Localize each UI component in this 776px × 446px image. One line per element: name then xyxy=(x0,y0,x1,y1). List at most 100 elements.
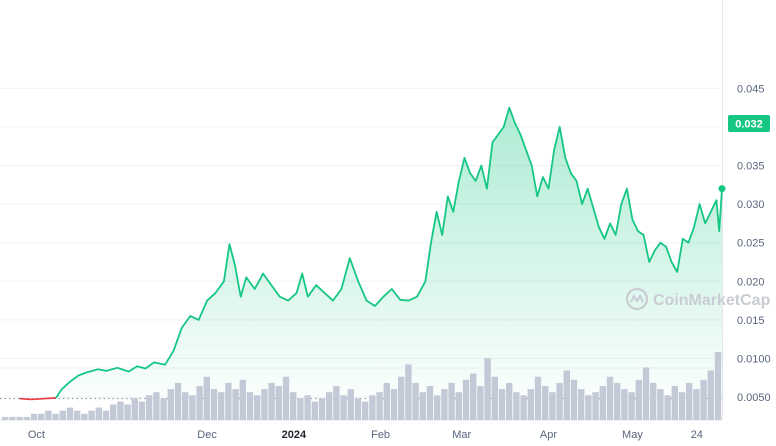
volume-bar xyxy=(110,404,117,420)
volume-bar xyxy=(405,364,412,420)
volume-bar xyxy=(412,382,419,420)
price-line-up xyxy=(55,106,723,399)
volume-bar xyxy=(621,389,628,420)
volume-bar xyxy=(297,398,304,420)
volume-bar xyxy=(592,392,599,420)
volume-bar xyxy=(635,379,642,420)
volume-bar xyxy=(282,376,290,420)
volume-bar xyxy=(2,416,9,420)
watermark: CoinMarketCap xyxy=(625,287,771,311)
volume-bar xyxy=(167,389,174,420)
volume-bar xyxy=(88,410,95,420)
volume-bar xyxy=(290,392,297,420)
y-tick-label: 0.025 xyxy=(737,238,765,250)
volume-bar xyxy=(498,389,506,420)
volume-bar xyxy=(45,410,52,420)
y-tick-label: 0.030 xyxy=(737,199,765,211)
volume-bar xyxy=(268,382,275,420)
volume-bar xyxy=(549,392,556,420)
volume-bar xyxy=(527,389,534,420)
volume-bar xyxy=(131,398,138,420)
volume-bar xyxy=(66,407,74,420)
volume-bar xyxy=(340,395,347,420)
volume-bar xyxy=(491,376,498,420)
volume-bar xyxy=(232,389,239,420)
volume-bar xyxy=(246,392,254,420)
price-area-fill xyxy=(19,107,722,399)
volume-bar xyxy=(369,395,376,420)
volume-bar xyxy=(563,370,570,420)
y-axis: 0.0450.0400.0350.0300.0250.0200.0150.010… xyxy=(737,83,771,404)
volume-bar xyxy=(9,416,16,420)
volume-bar xyxy=(16,416,23,420)
volume-bar xyxy=(210,389,218,420)
volume-bar xyxy=(642,367,650,420)
volume-bar xyxy=(182,392,189,420)
volume-bar xyxy=(657,389,664,420)
volume-bar xyxy=(426,386,434,420)
volume-bar xyxy=(38,413,45,420)
volume-bar xyxy=(117,401,124,420)
volume-bar xyxy=(599,386,606,420)
x-tick-label: Dec xyxy=(197,429,217,441)
x-tick-label: 24 xyxy=(691,429,703,441)
volume-bar xyxy=(59,410,66,420)
volume-bar xyxy=(570,379,578,420)
volume-bar xyxy=(102,410,110,420)
volume-bar xyxy=(390,389,398,420)
volume-bar xyxy=(448,382,455,420)
volume-bar xyxy=(275,386,282,420)
volume-bar xyxy=(239,379,246,420)
volume-bar xyxy=(628,392,635,420)
volume-bar xyxy=(30,413,38,420)
volume-bar xyxy=(318,398,326,420)
volume-bar xyxy=(376,392,383,420)
volume-bar xyxy=(664,395,671,420)
volume-bar xyxy=(441,389,448,420)
volume-bar xyxy=(513,392,520,420)
volume-bar xyxy=(218,392,225,420)
volume-bar xyxy=(678,392,686,420)
volume-bar xyxy=(225,382,232,420)
volume-bar xyxy=(650,382,657,420)
volume-bar xyxy=(700,379,707,420)
y-tick-label: 0.035 xyxy=(737,161,765,173)
volume-bar xyxy=(419,392,426,420)
current-price-dot xyxy=(718,185,726,193)
volume-bar xyxy=(326,392,333,420)
volume-bar xyxy=(693,389,700,420)
volume-bar xyxy=(542,386,549,420)
volume-bar xyxy=(347,389,354,420)
volume-bar xyxy=(95,407,102,420)
y-tick-label: 0.020 xyxy=(737,276,765,288)
volume-bar xyxy=(196,386,203,420)
x-tick-label: Oct xyxy=(28,429,45,441)
volume-bar xyxy=(74,410,81,420)
current-price-label: 0.032 xyxy=(735,119,763,131)
volume-bar xyxy=(124,404,131,420)
volume-bar xyxy=(484,358,491,420)
volume-bar xyxy=(614,382,621,420)
x-tick-label: May xyxy=(622,429,643,441)
volume-bar xyxy=(462,379,470,420)
volume-bar xyxy=(146,395,153,420)
y-tick-label: 0.0100 xyxy=(737,354,771,366)
price-area xyxy=(19,107,722,399)
x-tick-label: Apr xyxy=(540,429,557,441)
x-tick-label: 2024 xyxy=(282,429,307,441)
volume-bar xyxy=(714,352,722,420)
watermark-text: CoinMarketCap xyxy=(653,292,771,309)
current-price-tag: 0.032 xyxy=(728,115,770,132)
volume-bar xyxy=(311,401,318,420)
volume-bar xyxy=(455,392,462,420)
coinmarketcap-logo-mark xyxy=(630,293,644,303)
volume-bar xyxy=(398,376,405,420)
y-tick-label: 0.0050 xyxy=(737,392,771,404)
volume-bar xyxy=(189,395,196,420)
price-line xyxy=(19,106,726,401)
x-tick-label: Feb xyxy=(371,429,390,441)
volume-bar xyxy=(534,376,542,420)
volume-bar xyxy=(606,376,614,420)
volume-bar xyxy=(707,370,714,420)
volume-bar xyxy=(362,401,369,420)
